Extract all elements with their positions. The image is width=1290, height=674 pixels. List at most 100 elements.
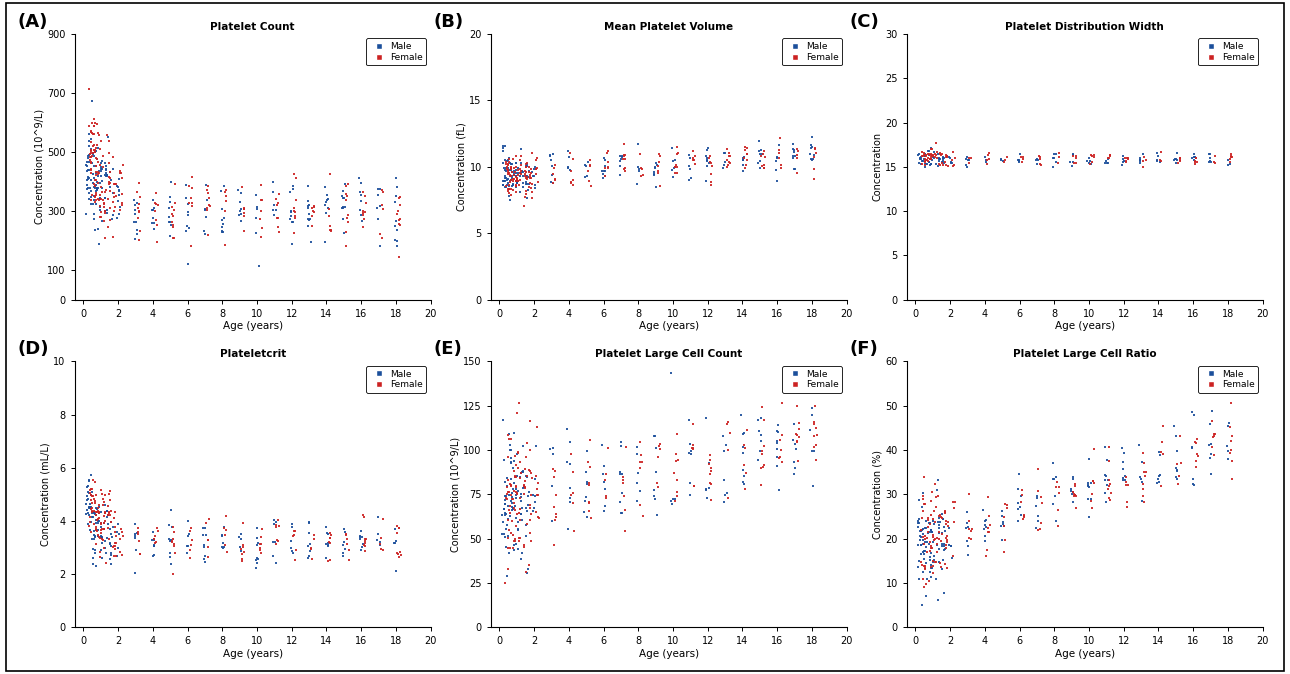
- Point: [267, 200, 288, 210]
- Point: [511, 492, 531, 503]
- Point: [801, 154, 822, 165]
- Point: [280, 206, 301, 217]
- Point: [370, 228, 391, 239]
- Point: [748, 426, 769, 437]
- Point: [974, 151, 995, 162]
- Point: [161, 522, 182, 532]
- Point: [933, 514, 953, 525]
- Point: [352, 532, 373, 543]
- Point: [94, 510, 115, 521]
- Point: [76, 504, 97, 515]
- Point: [680, 490, 700, 501]
- Point: [924, 537, 944, 547]
- Point: [977, 551, 997, 561]
- Point: [1096, 454, 1117, 465]
- Point: [755, 160, 775, 171]
- Point: [1218, 446, 1238, 456]
- Point: [1028, 511, 1049, 522]
- Point: [246, 532, 267, 543]
- Point: [80, 167, 101, 178]
- Point: [1084, 476, 1104, 487]
- Point: [528, 512, 548, 522]
- Point: [502, 179, 522, 189]
- Point: [697, 493, 717, 504]
- Point: [595, 483, 615, 494]
- Point: [284, 530, 304, 541]
- Point: [1134, 470, 1155, 481]
- Point: [921, 563, 942, 574]
- Point: [1064, 491, 1085, 501]
- Point: [301, 237, 321, 247]
- Point: [650, 151, 671, 162]
- Point: [84, 182, 104, 193]
- Point: [925, 516, 946, 527]
- Point: [917, 153, 938, 164]
- Point: [920, 154, 940, 165]
- Point: [316, 521, 337, 532]
- Point: [142, 205, 163, 216]
- Point: [995, 154, 1015, 165]
- Point: [92, 183, 112, 193]
- Point: [103, 197, 124, 208]
- Point: [86, 525, 107, 536]
- Point: [783, 457, 804, 468]
- Point: [992, 535, 1013, 546]
- Point: [958, 524, 979, 534]
- Point: [104, 538, 125, 549]
- Point: [79, 510, 99, 520]
- Point: [143, 541, 164, 551]
- Point: [1200, 419, 1220, 429]
- Point: [194, 539, 214, 550]
- Point: [334, 537, 355, 548]
- Point: [194, 553, 214, 564]
- Point: [85, 187, 106, 198]
- Point: [494, 508, 515, 518]
- Point: [613, 151, 633, 162]
- Point: [957, 549, 978, 560]
- Point: [996, 152, 1017, 163]
- Point: [497, 481, 517, 491]
- Point: [956, 152, 977, 162]
- Point: [81, 199, 102, 210]
- Point: [925, 557, 946, 568]
- Point: [935, 519, 956, 530]
- Point: [95, 169, 116, 180]
- Point: [1201, 448, 1222, 459]
- Point: [766, 152, 787, 163]
- Point: [928, 490, 948, 501]
- Point: [755, 441, 775, 452]
- Legend: Male, Female: Male, Female: [1198, 366, 1258, 393]
- Point: [916, 579, 937, 590]
- Point: [649, 441, 670, 452]
- Point: [922, 151, 943, 162]
- Point: [753, 146, 774, 156]
- Point: [630, 456, 650, 467]
- Point: [284, 206, 304, 217]
- Point: [593, 166, 614, 177]
- Point: [911, 501, 931, 512]
- Point: [355, 541, 375, 551]
- Point: [507, 448, 528, 458]
- Point: [937, 152, 957, 162]
- Point: [79, 156, 99, 167]
- Point: [733, 441, 753, 452]
- Point: [915, 155, 935, 166]
- Point: [93, 535, 114, 546]
- Point: [1204, 156, 1224, 167]
- Point: [501, 171, 521, 182]
- Point: [90, 522, 111, 532]
- Point: [501, 161, 521, 172]
- Point: [160, 231, 181, 241]
- Point: [511, 144, 531, 154]
- Point: [99, 214, 120, 225]
- Point: [543, 168, 564, 179]
- Point: [925, 534, 946, 545]
- Point: [316, 539, 337, 550]
- Point: [929, 154, 949, 164]
- Point: [128, 529, 148, 540]
- Point: [519, 181, 539, 192]
- Point: [1049, 482, 1069, 493]
- Point: [83, 506, 103, 516]
- Point: [98, 171, 119, 182]
- Point: [280, 543, 301, 553]
